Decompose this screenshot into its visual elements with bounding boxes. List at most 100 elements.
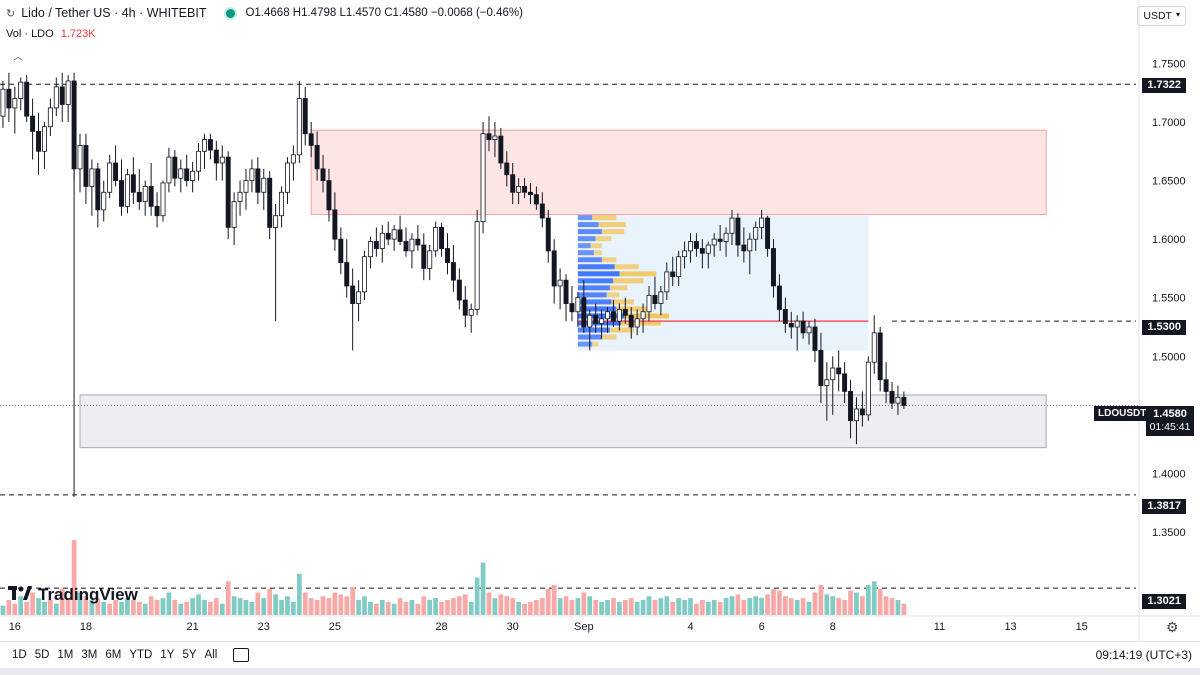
range-button-ytd[interactable]: YTD xyxy=(129,649,153,661)
candle-body-down xyxy=(628,314,634,328)
candle xyxy=(593,303,599,333)
profile-sell-bar xyxy=(624,313,670,319)
volume-bar xyxy=(385,601,391,615)
candle xyxy=(427,245,433,281)
candle-body-down xyxy=(498,135,504,164)
candle-body-down xyxy=(397,229,403,242)
candle-body-up xyxy=(646,294,652,313)
volume-bar xyxy=(646,596,652,615)
candle xyxy=(59,72,65,122)
range-button-3m[interactable]: 3M xyxy=(81,649,98,661)
candle xyxy=(753,221,759,251)
candle-body-down xyxy=(207,139,213,151)
price-tick-label: 1.4000 xyxy=(1152,468,1186,480)
volume-bar xyxy=(705,601,711,615)
candle xyxy=(373,227,379,257)
symbol-title[interactable]: Lido / Tether US · 4h · WHITEBIT xyxy=(21,6,207,20)
candle-body-up xyxy=(362,256,367,293)
candle-body-down xyxy=(36,130,42,152)
candle-body-up xyxy=(824,379,830,386)
volume-bar xyxy=(883,596,889,615)
volume-bar xyxy=(255,592,261,615)
candle xyxy=(498,127,504,169)
volume-bar xyxy=(492,598,498,615)
volume-bar xyxy=(794,600,800,615)
status-bar xyxy=(0,668,1200,675)
candle xyxy=(18,77,24,111)
candle-body-down xyxy=(314,145,320,170)
volume-bar xyxy=(717,601,723,615)
volume-bar xyxy=(545,588,551,615)
candle-body-up xyxy=(753,227,759,240)
time-tick-label: 23 xyxy=(258,621,270,633)
candle-body-up xyxy=(806,326,812,334)
volume-bar xyxy=(628,598,634,615)
range-button-1y[interactable]: 1Y xyxy=(160,649,175,661)
range-button-5y[interactable]: 5Y xyxy=(182,649,197,661)
candle xyxy=(794,315,800,351)
price-axis[interactable]: 1.7500 1.7000 1.6500 1.6000 1.5500 1.5000 1.40… xyxy=(1138,0,1186,641)
volume-bar xyxy=(308,598,314,615)
time-tick-label: 28 xyxy=(435,621,447,633)
candle-body-down xyxy=(776,285,782,310)
candle-body-up xyxy=(190,170,196,181)
volume-bar xyxy=(273,594,278,615)
candle xyxy=(178,159,184,193)
market-status-icon xyxy=(226,8,236,18)
time-tick-label: 8 xyxy=(830,621,836,633)
candle xyxy=(480,122,486,234)
candle xyxy=(89,159,95,216)
candle-body-up xyxy=(367,241,373,258)
candle xyxy=(610,300,616,327)
candle-body-down xyxy=(848,391,854,422)
candle-body-up xyxy=(124,174,130,207)
volume-legend[interactable]: Vol · LDO 1.723K xyxy=(6,28,96,40)
profile-sell-bar xyxy=(619,271,657,277)
volume-bar xyxy=(800,598,806,615)
candle xyxy=(723,227,729,257)
time-axis[interactable]: 16 18 21 23 25 28 30 Sep 4 6 8 11 13 15 xyxy=(0,615,1200,633)
calendar-icon[interactable] xyxy=(233,648,250,662)
candle-body-up xyxy=(711,238,717,246)
range-button-1d[interactable]: 1D xyxy=(12,649,27,661)
range-button-5d[interactable]: 5D xyxy=(34,649,50,661)
bar-countdown: 01:45:41 xyxy=(1149,421,1191,433)
horizontal-levels xyxy=(0,83,1138,589)
range-button-6m[interactable]: 6M xyxy=(105,649,122,661)
last-price-tag: 1.4580 01:45:41 xyxy=(1146,406,1194,436)
candle-body-down xyxy=(59,86,65,105)
candle xyxy=(735,213,741,257)
time-tick-label: 25 xyxy=(329,621,341,633)
candle xyxy=(320,154,326,193)
volume-bar xyxy=(711,600,717,615)
clock[interactable]: 09:14:19 (UTC+3) xyxy=(1095,648,1192,662)
candle xyxy=(219,145,225,181)
level-tag-2: 1.5300 xyxy=(1142,320,1186,335)
tradingview-logo[interactable]: TradingView xyxy=(8,585,138,605)
time-tick-label: 4 xyxy=(687,621,693,633)
candle-body-down xyxy=(332,209,338,240)
candle-body-down xyxy=(421,244,427,269)
candle-body-down xyxy=(765,217,771,249)
candle-body-up xyxy=(427,250,433,269)
price-tick-label: 1.6000 xyxy=(1152,234,1186,246)
settings-icon[interactable]: ⚙ xyxy=(1166,619,1179,635)
volume-bar xyxy=(373,603,379,615)
candle-body-up xyxy=(18,81,24,99)
range-buttons: 1D 5D 1M 3M 6M YTD 1Y 5Y All xyxy=(0,647,221,663)
range-button-all[interactable]: All xyxy=(204,649,218,661)
chevron-up-icon[interactable]: ︿ xyxy=(13,52,23,63)
candle-body-down xyxy=(652,294,658,304)
candle xyxy=(53,77,59,117)
volume-bar xyxy=(219,603,225,615)
level-tag-1: 1.7322 xyxy=(1142,78,1186,93)
candle xyxy=(12,86,18,134)
candle xyxy=(812,318,818,363)
candle-body-down xyxy=(569,303,575,313)
volume-bar xyxy=(48,600,53,615)
currency-select[interactable]: USDT ▾ xyxy=(1137,6,1186,26)
range-button-1m[interactable]: 1M xyxy=(57,649,74,661)
candle-body-up xyxy=(243,180,249,193)
candle-body-up xyxy=(871,332,877,363)
